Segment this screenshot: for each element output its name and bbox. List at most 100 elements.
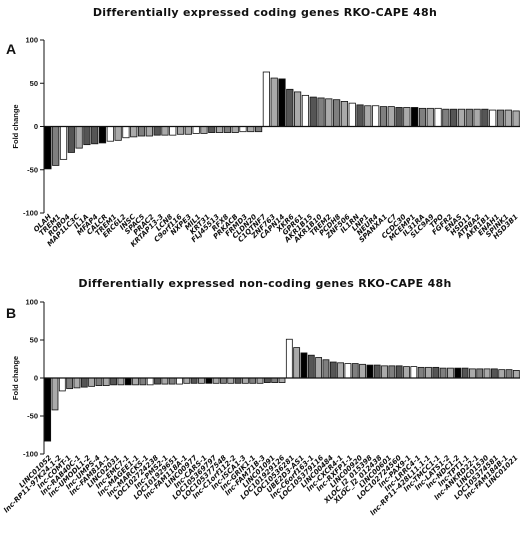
bar xyxy=(241,377,249,384)
bar xyxy=(183,377,191,384)
bar xyxy=(117,377,125,386)
y-tick-label: 0 xyxy=(34,122,38,131)
bar xyxy=(300,352,308,379)
bar xyxy=(168,377,176,385)
y-tick-label: 50 xyxy=(30,336,38,345)
bar xyxy=(256,377,264,384)
bar xyxy=(473,108,481,127)
bar xyxy=(215,126,224,133)
bar xyxy=(200,126,208,134)
bar xyxy=(476,368,484,379)
bar xyxy=(364,105,372,127)
y-axis-title: Fold change xyxy=(11,104,20,148)
bar xyxy=(333,99,341,127)
bar xyxy=(373,364,381,379)
bar xyxy=(439,367,447,379)
bar xyxy=(315,357,323,379)
bar xyxy=(80,377,88,388)
bar xyxy=(278,78,286,127)
bar xyxy=(154,377,161,385)
bar xyxy=(395,365,403,379)
bar xyxy=(379,106,388,127)
bar xyxy=(247,126,255,133)
bar xyxy=(425,366,432,379)
bar xyxy=(395,107,403,127)
bar xyxy=(294,91,302,127)
bar xyxy=(481,108,489,127)
bar xyxy=(139,377,147,386)
bar xyxy=(262,71,270,127)
bar xyxy=(293,347,301,379)
bar xyxy=(132,377,139,386)
bar xyxy=(340,101,349,127)
bar xyxy=(434,107,442,127)
bar xyxy=(504,109,512,127)
bar xyxy=(190,377,198,384)
bar xyxy=(490,368,498,379)
bar xyxy=(124,377,132,386)
bar xyxy=(442,108,450,127)
bar xyxy=(220,377,227,384)
bar xyxy=(239,126,247,133)
bar xyxy=(176,126,185,135)
bar xyxy=(410,366,418,379)
bar xyxy=(192,126,200,134)
bar xyxy=(198,377,205,384)
bar xyxy=(75,126,83,149)
bar xyxy=(59,126,68,160)
bar xyxy=(322,359,330,379)
bar xyxy=(44,377,52,442)
bar xyxy=(67,126,75,153)
bar xyxy=(498,369,506,379)
bar xyxy=(52,126,60,166)
bar xyxy=(278,377,286,383)
bar xyxy=(102,377,110,386)
bar xyxy=(483,368,491,379)
bar xyxy=(249,377,257,384)
bar xyxy=(285,338,293,379)
y-tick-label: 100 xyxy=(25,298,38,307)
bar xyxy=(212,377,220,384)
bar xyxy=(317,97,325,127)
bar xyxy=(161,126,169,136)
bar xyxy=(388,365,396,379)
bar xyxy=(457,108,466,127)
bar xyxy=(73,377,81,389)
bar xyxy=(426,107,434,127)
bar xyxy=(66,377,74,390)
bar xyxy=(137,126,146,137)
bar xyxy=(403,107,411,127)
chart-a-title: Differentially expressed coding genes RK… xyxy=(92,6,438,19)
y-tick-label: 50 xyxy=(30,79,38,88)
bar xyxy=(106,126,114,142)
bar xyxy=(512,370,520,379)
bar xyxy=(461,367,469,379)
bar xyxy=(130,126,138,138)
bar xyxy=(83,126,91,146)
bar xyxy=(450,108,458,127)
bar xyxy=(356,104,364,127)
bar xyxy=(372,105,380,127)
bar xyxy=(432,366,440,379)
bar xyxy=(145,126,153,137)
bar xyxy=(325,98,333,127)
bar xyxy=(88,377,96,387)
bar xyxy=(307,354,315,379)
bar xyxy=(359,363,366,379)
bar xyxy=(169,126,177,136)
bar xyxy=(418,107,427,127)
bar xyxy=(110,377,117,386)
bar xyxy=(496,109,505,127)
bar xyxy=(447,367,454,379)
bar xyxy=(337,362,344,379)
y-axis-title: Fold change xyxy=(11,356,20,400)
bar xyxy=(270,77,278,127)
bar xyxy=(95,377,103,386)
bar xyxy=(161,377,169,385)
y-tick-label: -100 xyxy=(23,450,38,459)
bar xyxy=(465,108,473,127)
bar xyxy=(286,88,294,127)
bar xyxy=(505,369,513,379)
panel-label-b: B xyxy=(6,305,17,321)
